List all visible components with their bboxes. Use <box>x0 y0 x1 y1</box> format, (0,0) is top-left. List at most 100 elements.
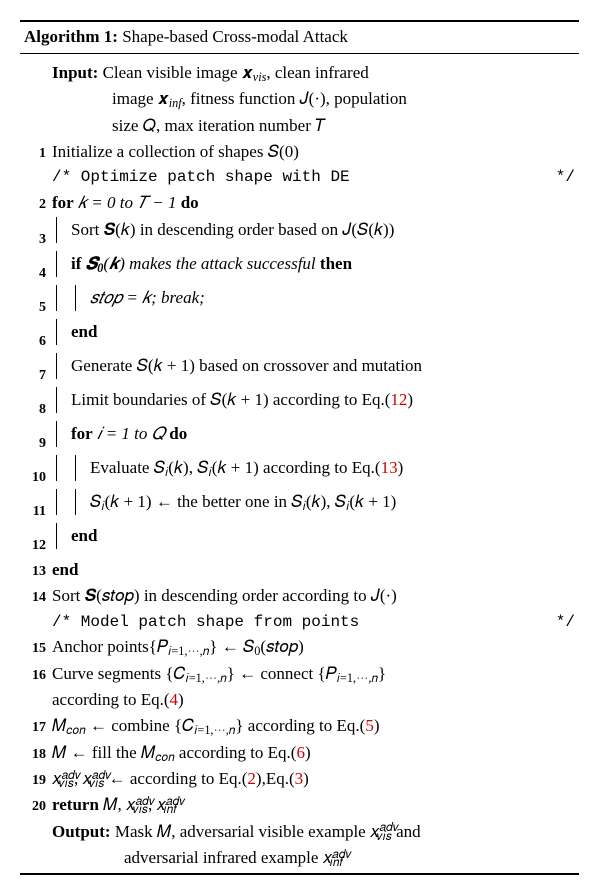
sub: 𝑣𝑖𝑠 <box>59 776 74 790</box>
stmt: (𝑘), 𝑆 <box>168 458 208 477</box>
sub: 𝑖 <box>209 465 212 479</box>
sub: 𝑖 <box>101 499 104 513</box>
line-number: 12 <box>24 535 46 557</box>
stmt: (𝑘 + 1) <box>349 492 396 511</box>
stmt: } according to Eq.( <box>235 716 365 735</box>
algo-line-17: 17 𝑀𝑐𝑜𝑛 ← combine {𝐶𝑖=1,⋯,𝑛} according t… <box>24 713 575 739</box>
algo-line-13: 13 end <box>24 557 575 583</box>
sub: 𝑖=1,⋯,𝑛 <box>186 671 227 685</box>
algorithm-box: Algorithm 1: Shape-based Cross-modal Att… <box>20 20 579 875</box>
kw-for: for <box>71 424 93 443</box>
stmt: ) <box>303 769 309 788</box>
algorithm-body: Input: Clean visible image 𝒙vis, clean i… <box>20 54 579 873</box>
stmt: 𝑀 <box>52 716 66 735</box>
stmt: 𝑺 <box>86 254 98 273</box>
input-text: Clean visible image 𝒙 <box>103 63 253 82</box>
sub: 𝑖𝑛𝑓 <box>330 855 344 869</box>
line-number: 17 <box>24 717 46 739</box>
algo-line-5: 5 𝑠𝑡𝑜𝑝 = 𝑘; break; <box>24 285 575 319</box>
algo-line-2: 2 for 𝑘 = 0 to 𝑇 − 1 do <box>24 190 575 216</box>
stmt: Anchor points{𝑃 <box>52 637 168 656</box>
eq-ref[interactable]: 2 <box>247 769 256 788</box>
stmt: 𝑠𝑡𝑜𝑝 = 𝑘; break; <box>90 288 205 307</box>
eq-ref[interactable]: 13 <box>381 458 398 477</box>
kw-end: end <box>52 560 78 579</box>
algo-line-16b: according to Eq.(4) <box>24 687 575 713</box>
sub: 𝑣𝑖𝑠 <box>377 829 392 843</box>
sub: inf <box>169 96 182 110</box>
algorithm-label: Algorithm 1: <box>24 27 118 46</box>
stmt: ),Eq.( <box>256 769 295 788</box>
stmt: (𝑠𝑡𝑜𝑝) <box>260 637 303 656</box>
line-number: 5 <box>24 297 46 319</box>
stmt: Generate 𝑆(𝑘 + 1) based on crossover and… <box>71 356 422 375</box>
line-number: 19 <box>24 770 46 792</box>
eq-ref[interactable]: 6 <box>296 743 305 762</box>
line-number: 7 <box>24 365 46 387</box>
stmt: Sort 𝑺(𝑘) in descending order based on 𝐽… <box>71 220 394 239</box>
eq-ref[interactable]: 3 <box>295 769 304 788</box>
stmt: according to Eq.( <box>52 690 170 709</box>
sub: vis <box>253 70 267 84</box>
stmt: (𝑘 + 1) ← the better one in 𝑆 <box>105 492 303 511</box>
kw-for: for <box>52 193 74 212</box>
sub: 𝑣𝑖𝑠 <box>133 802 148 816</box>
eq-ref[interactable]: 5 <box>365 716 374 735</box>
algo-line-4: 4 if 𝑺0(𝒌) makes the attack successful t… <box>24 251 575 285</box>
eq-ref[interactable]: 12 <box>390 390 407 409</box>
comment-text: /* Optimize patch shape with DE <box>52 165 350 190</box>
comment-2: /* Model patch shape from points */ <box>24 610 575 635</box>
sub: 𝑖=1,⋯,𝑛 <box>194 723 235 737</box>
line-number: 20 <box>24 796 46 818</box>
stmt: ) <box>398 458 404 477</box>
comment-close: */ <box>556 610 575 635</box>
algo-line-8: 8 Limit boundaries of 𝑆(𝑘 + 1) according… <box>24 387 575 421</box>
comment-1: /* Optimize patch shape with DE */ <box>24 165 575 190</box>
eq-ref[interactable]: 4 <box>170 690 179 709</box>
loop-cond: 𝑖 = 1 to 𝑄 <box>97 424 165 443</box>
loop-cond: 𝑘 = 0 to 𝑇 − 1 <box>78 193 177 212</box>
algo-line-3: 3 Sort 𝑺(𝑘) in descending order based on… <box>24 217 575 251</box>
stmt: 𝑀, 𝑥 <box>103 795 135 814</box>
comment-close: */ <box>556 165 575 190</box>
line-number: 8 <box>24 399 46 421</box>
sub: 𝑐𝑜𝑛 <box>155 750 174 764</box>
input-text: image 𝒙 <box>112 89 169 108</box>
output-text: Mask 𝑀, adversarial visible example 𝑥 <box>115 822 380 841</box>
input-text: , clean infrared <box>266 63 368 82</box>
algo-line-1: 1 Initialize a collection of shapes 𝑆(0) <box>24 139 575 165</box>
algo-line-15: 15 Anchor points{𝑃𝑖=1,⋯,𝑛} ← 𝑆0(𝑠𝑡𝑜𝑝) <box>24 634 575 660</box>
input-line-1: Input: Clean visible image 𝒙vis, clean i… <box>24 60 575 86</box>
line-number: 16 <box>24 665 46 687</box>
stmt: } ← connect {𝑃 <box>227 664 337 683</box>
kw-if: if <box>71 254 81 273</box>
stmt: ) <box>407 390 413 409</box>
stmt: Sort 𝑺(𝑠𝑡𝑜𝑝) in descending order accordi… <box>52 586 397 605</box>
sub: 𝑖𝑛𝑓 <box>163 802 177 816</box>
comment-text: /* Model patch shape from points <box>52 610 359 635</box>
kw-end: end <box>71 322 97 341</box>
algo-line-12: 12 end <box>24 523 575 557</box>
line-number: 4 <box>24 263 46 285</box>
input-text: , fitness function 𝐽(·), population <box>182 89 407 108</box>
algo-line-10: 10 Evaluate 𝑆𝑖(𝑘), 𝑆𝑖(𝑘 + 1) according t… <box>24 455 575 489</box>
algo-line-16: 16 Curve segments {𝐶𝑖=1,⋯,𝑛} ← connect {… <box>24 661 575 687</box>
algo-line-9: 9 for 𝑖 = 1 to 𝑄 do <box>24 421 575 455</box>
stmt: Initialize a collection of shapes 𝑆(0) <box>52 142 299 161</box>
stmt: ← combine {𝐶 <box>86 716 195 735</box>
algo-line-14: 14 Sort 𝑺(𝑠𝑡𝑜𝑝) in descending order acco… <box>24 583 575 609</box>
line-number: 14 <box>24 587 46 609</box>
algo-line-20: 20 return 𝑀, 𝑥𝑎𝑑𝑣𝑣𝑖𝑠, 𝑥𝑎𝑑𝑣𝑖𝑛𝑓 <box>24 792 575 818</box>
sub: 𝑖 <box>346 499 349 513</box>
stmt: ) <box>305 743 311 762</box>
kw-do: do <box>169 424 187 443</box>
sub: 𝑐𝑜𝑛 <box>66 723 85 737</box>
line-number: 1 <box>24 143 46 165</box>
stmt: ) <box>374 716 380 735</box>
stmt: according to Eq.( <box>175 743 297 762</box>
kw-then: then <box>320 254 352 273</box>
stmt: 𝑀 ← fill the 𝑀 <box>52 743 155 762</box>
line-number: 11 <box>24 501 46 523</box>
algorithm-title-row: Algorithm 1: Shape-based Cross-modal Att… <box>20 22 579 54</box>
input-line-3: size 𝑄, max iteration number 𝑇 <box>24 113 575 139</box>
